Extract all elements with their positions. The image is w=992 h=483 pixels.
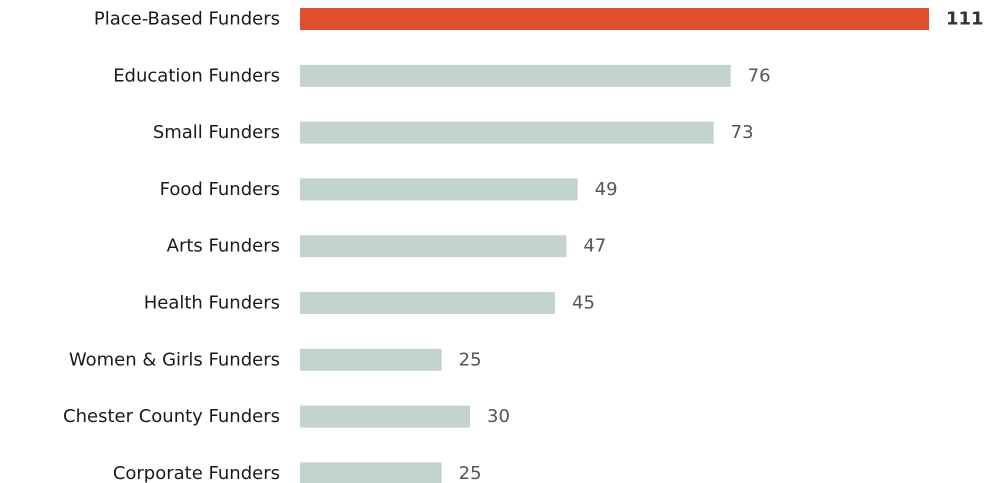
- bar-row: Place-Based Funders 111: [94, 8, 984, 30]
- value-label: 25: [459, 463, 482, 483]
- category-label: Corporate Funders: [113, 463, 280, 483]
- bar-row: Chester County Funders 30: [63, 405, 510, 428]
- category-label: Women & Girls Funders: [69, 349, 280, 370]
- bar: [300, 121, 714, 144]
- category-label: Place-Based Funders: [94, 9, 280, 30]
- bar: [300, 64, 731, 87]
- bar-row: Education Funders 76: [113, 64, 771, 87]
- category-label: Food Funders: [160, 179, 280, 200]
- value-label: 76: [748, 65, 771, 86]
- value-label: 111: [946, 9, 984, 30]
- bar: [300, 8, 929, 30]
- bar-row: Small Funders 73: [153, 121, 754, 144]
- value-label: 45: [572, 293, 595, 314]
- bar: [300, 462, 442, 483]
- value-label: 49: [595, 179, 618, 200]
- category-label: Small Funders: [153, 122, 280, 143]
- bar: [300, 292, 555, 314]
- bar-row: Arts Funders 47: [167, 235, 606, 258]
- value-label: 25: [459, 349, 482, 370]
- bar-row: Women & Girls Funders 25: [69, 348, 482, 371]
- bar-row: Food Funders 49: [160, 178, 618, 201]
- bar-row: Corporate Funders 25: [113, 462, 482, 483]
- category-label: Chester County Funders: [63, 406, 280, 427]
- bar-row: Health Funders 45: [144, 292, 595, 314]
- bar: [300, 178, 578, 201]
- value-label: 30: [487, 406, 510, 427]
- category-label: Education Funders: [113, 65, 280, 86]
- value-label: 73: [731, 122, 754, 143]
- bar: [300, 405, 470, 428]
- bar: [300, 348, 442, 371]
- value-label: 47: [583, 236, 606, 257]
- category-label: Health Funders: [144, 293, 280, 314]
- category-label: Arts Funders: [167, 236, 280, 257]
- bar: [300, 235, 567, 258]
